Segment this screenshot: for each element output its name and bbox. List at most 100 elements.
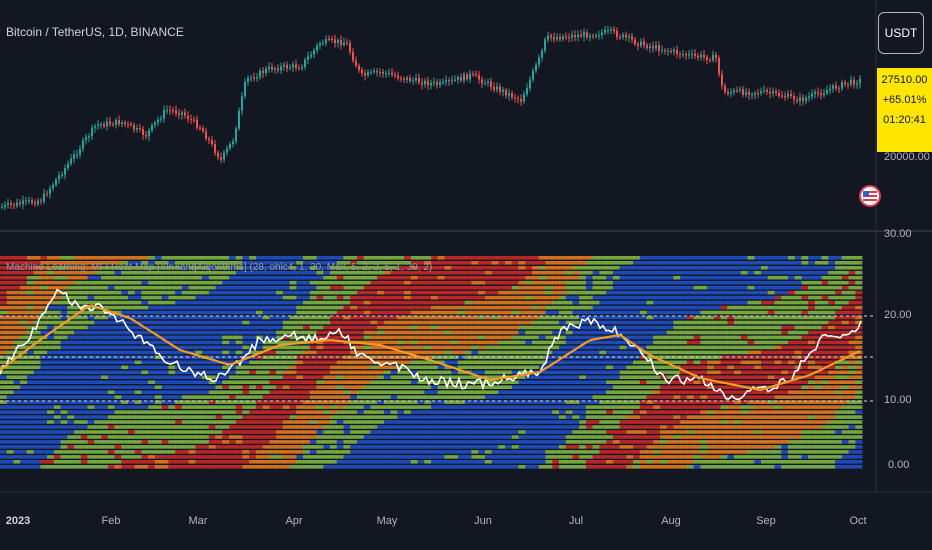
heat-cell <box>13 390 21 394</box>
heat-cell <box>761 330 769 335</box>
heat-cell <box>841 400 849 404</box>
heat-cell <box>727 365 735 370</box>
heat-cell <box>532 395 540 399</box>
heat-cell <box>215 290 223 295</box>
heat-cell <box>67 360 75 365</box>
price-candle <box>208 138 210 141</box>
heat-cell <box>639 400 647 404</box>
heat-cell <box>727 410 735 414</box>
heat-cell <box>707 330 715 335</box>
heat-cell <box>276 360 284 365</box>
heat-cell <box>121 385 129 389</box>
heat-cell <box>26 256 34 260</box>
heat-cell <box>141 405 149 409</box>
heat-cell <box>289 410 297 414</box>
heat-cell <box>235 345 243 350</box>
heat-cell <box>154 256 162 260</box>
heat-cell <box>720 310 728 315</box>
price-candle <box>427 80 429 86</box>
heat-cell <box>6 300 14 305</box>
price-candle <box>598 35 600 37</box>
heat-cell <box>296 385 304 389</box>
heat-cell <box>363 345 371 350</box>
heat-cell <box>40 300 48 305</box>
heat-cell <box>128 275 136 280</box>
heat-cell <box>491 335 499 340</box>
heat-cell <box>444 340 452 345</box>
heat-cell <box>303 325 311 330</box>
heat-cell <box>276 415 284 419</box>
heat-cell <box>336 365 344 370</box>
heat-cell <box>175 315 183 320</box>
heat-cell <box>383 285 391 290</box>
heat-cell <box>276 270 284 275</box>
heat-cell <box>639 261 647 265</box>
heat-cell <box>175 420 183 424</box>
heat-cell <box>707 261 715 265</box>
heat-cell <box>532 310 540 315</box>
heat-cell <box>707 305 715 310</box>
price-candle <box>541 50 543 58</box>
heat-cell <box>0 320 8 325</box>
heat-cell <box>53 380 61 384</box>
heat-cell <box>289 280 297 285</box>
heat-cell <box>309 305 317 310</box>
heat-cell <box>498 325 506 330</box>
heat-cell <box>532 400 540 404</box>
heat-cell <box>626 365 634 370</box>
heat-cell <box>592 295 600 300</box>
heat-cell <box>808 310 816 315</box>
heat-cell <box>673 330 681 335</box>
heat-cell <box>424 270 432 275</box>
heat-cell <box>707 256 715 260</box>
heat-cell <box>53 295 61 300</box>
heat-cell <box>87 280 95 285</box>
heat-cell <box>484 290 492 295</box>
heat-cell <box>424 310 432 315</box>
heat-cell <box>700 320 708 325</box>
heat-cell <box>639 280 647 285</box>
heat-cell <box>424 280 432 285</box>
heat-cell <box>471 295 479 300</box>
heat-cell <box>128 256 136 260</box>
price-pane[interactable] <box>1 25 861 211</box>
heat-cell <box>619 420 627 424</box>
heat-cell <box>229 395 237 399</box>
heat-cell <box>235 415 243 419</box>
heat-cell <box>848 310 856 315</box>
heat-cell <box>13 295 21 300</box>
heat-cell <box>181 380 189 384</box>
heat-cell <box>134 405 142 409</box>
heat-cell <box>363 385 371 389</box>
heat-cell <box>229 355 237 360</box>
heat-cell <box>148 385 156 389</box>
heat-cell <box>87 365 95 370</box>
heat-cell <box>255 300 263 305</box>
heat-cell <box>505 340 513 345</box>
heat-cell <box>33 425 41 429</box>
heat-cell <box>585 410 593 414</box>
heat-cell <box>356 270 364 275</box>
heat-cell <box>821 360 829 365</box>
heat-cell <box>552 270 560 275</box>
heat-cell <box>87 395 95 399</box>
heat-cell <box>282 360 290 365</box>
heat-cell <box>599 261 607 265</box>
heat-cell <box>484 315 492 320</box>
heat-cell <box>457 405 465 409</box>
heat-cell <box>195 280 203 285</box>
heat-cell <box>40 320 48 325</box>
heat-cell <box>464 261 472 265</box>
heat-cell <box>269 315 277 320</box>
heat-cell <box>114 390 122 394</box>
heat-cell <box>330 256 338 260</box>
heat-cell <box>511 370 519 375</box>
heat-cell <box>855 295 863 300</box>
heat-cell <box>767 345 775 350</box>
heat-cell <box>350 330 358 335</box>
heat-cell <box>538 340 546 345</box>
heat-cell <box>323 415 331 419</box>
heat-cell <box>841 395 849 399</box>
heat-cell <box>835 350 843 355</box>
